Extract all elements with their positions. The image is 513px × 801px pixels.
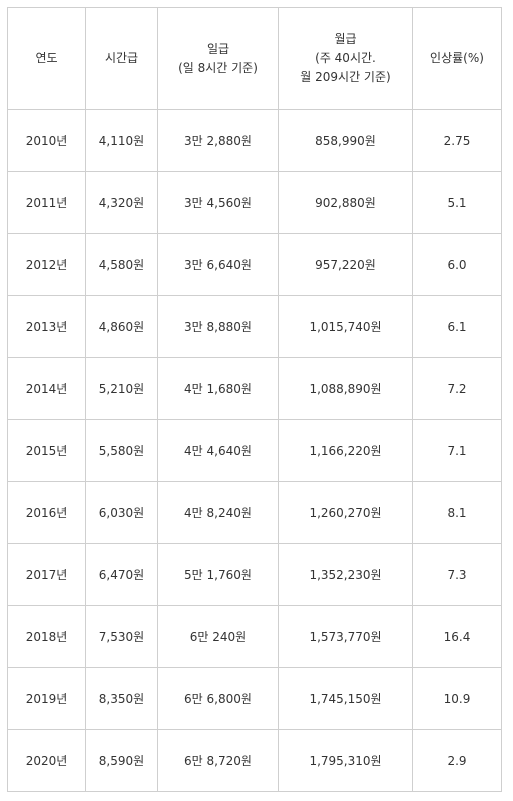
cell-year: 2013년 [7,295,86,358]
cell-hourly: 6,030원 [85,481,158,544]
cell-daily: 6만 240원 [157,605,279,668]
table-row: 2012년 4,580원 3만 6,640원 957,220원 6.0 [7,233,502,296]
cell-year: 2012년 [7,233,86,296]
cell-rate: 10.9 [412,667,502,730]
cell-monthly: 1,166,220원 [278,419,413,482]
table-row: 2014년 5,210원 4만 1,680원 1,088,890원 7.2 [7,357,502,420]
cell-daily: 3만 8,880원 [157,295,279,358]
header-hourly: 시간급 [85,7,158,110]
table-row: 2019년 8,350원 6만 6,800원 1,745,150원 10.9 [7,667,502,730]
cell-daily: 6만 8,720원 [157,729,279,792]
cell-rate: 7.1 [412,419,502,482]
table-row: 2017년 6,470원 5만 1,760원 1,352,230원 7.3 [7,543,502,606]
cell-hourly: 8,350원 [85,667,158,730]
cell-daily: 3만 6,640원 [157,233,279,296]
cell-year: 2016년 [7,481,86,544]
cell-monthly: 1,088,890원 [278,357,413,420]
cell-monthly: 1,573,770원 [278,605,413,668]
minimum-wage-table: 연도 시간급 일급 (일 8시간 기준) 월급 (주 40시간. 월 209시간… [7,7,502,792]
cell-daily: 4만 4,640원 [157,419,279,482]
cell-daily: 6만 6,800원 [157,667,279,730]
cell-year: 2017년 [7,543,86,606]
cell-year: 2010년 [7,109,86,172]
cell-hourly: 4,580원 [85,233,158,296]
cell-monthly: 1,795,310원 [278,729,413,792]
cell-rate: 7.3 [412,543,502,606]
cell-daily: 3만 4,560원 [157,171,279,234]
cell-daily: 4만 1,680원 [157,357,279,420]
cell-rate: 8.1 [412,481,502,544]
table-row: 2010년 4,110원 3만 2,880원 858,990원 2.75 [7,109,502,172]
cell-monthly: 902,880원 [278,171,413,234]
cell-hourly: 7,530원 [85,605,158,668]
cell-rate: 2.75 [412,109,502,172]
cell-year: 2015년 [7,419,86,482]
table-row: 2011년 4,320원 3만 4,560원 902,880원 5.1 [7,171,502,234]
cell-hourly: 4,320원 [85,171,158,234]
cell-rate: 6.0 [412,233,502,296]
header-year: 연도 [7,7,86,110]
cell-rate: 2.9 [412,729,502,792]
cell-rate: 6.1 [412,295,502,358]
cell-year: 2018년 [7,605,86,668]
cell-year: 2020년 [7,729,86,792]
cell-daily: 3만 2,880원 [157,109,279,172]
cell-year: 2014년 [7,357,86,420]
wage-table-container: 연도 시간급 일급 (일 8시간 기준) 월급 (주 40시간. 월 209시간… [7,7,502,792]
cell-monthly: 858,990원 [278,109,413,172]
cell-year: 2019년 [7,667,86,730]
cell-hourly: 5,580원 [85,419,158,482]
table-row: 2015년 5,580원 4만 4,640원 1,166,220원 7.1 [7,419,502,482]
cell-hourly: 4,110원 [85,109,158,172]
cell-monthly: 1,260,270원 [278,481,413,544]
cell-rate: 5.1 [412,171,502,234]
cell-hourly: 5,210원 [85,357,158,420]
cell-rate: 16.4 [412,605,502,668]
table-row: 2020년 8,590원 6만 8,720원 1,795,310원 2.9 [7,729,502,792]
header-monthly: 월급 (주 40시간. 월 209시간 기준) [278,7,413,110]
header-rate: 인상률(%) [412,7,502,110]
cell-daily: 4만 8,240원 [157,481,279,544]
cell-hourly: 6,470원 [85,543,158,606]
header-row: 연도 시간급 일급 (일 8시간 기준) 월급 (주 40시간. 월 209시간… [7,7,502,110]
cell-rate: 7.2 [412,357,502,420]
cell-year: 2011년 [7,171,86,234]
table-row: 2018년 7,530원 6만 240원 1,573,770원 16.4 [7,605,502,668]
cell-monthly: 957,220원 [278,233,413,296]
cell-monthly: 1,015,740원 [278,295,413,358]
table-row: 2016년 6,030원 4만 8,240원 1,260,270원 8.1 [7,481,502,544]
cell-monthly: 1,352,230원 [278,543,413,606]
cell-monthly: 1,745,150원 [278,667,413,730]
cell-hourly: 4,860원 [85,295,158,358]
header-daily: 일급 (일 8시간 기준) [157,7,279,110]
cell-hourly: 8,590원 [85,729,158,792]
table-row: 2013년 4,860원 3만 8,880원 1,015,740원 6.1 [7,295,502,358]
cell-daily: 5만 1,760원 [157,543,279,606]
